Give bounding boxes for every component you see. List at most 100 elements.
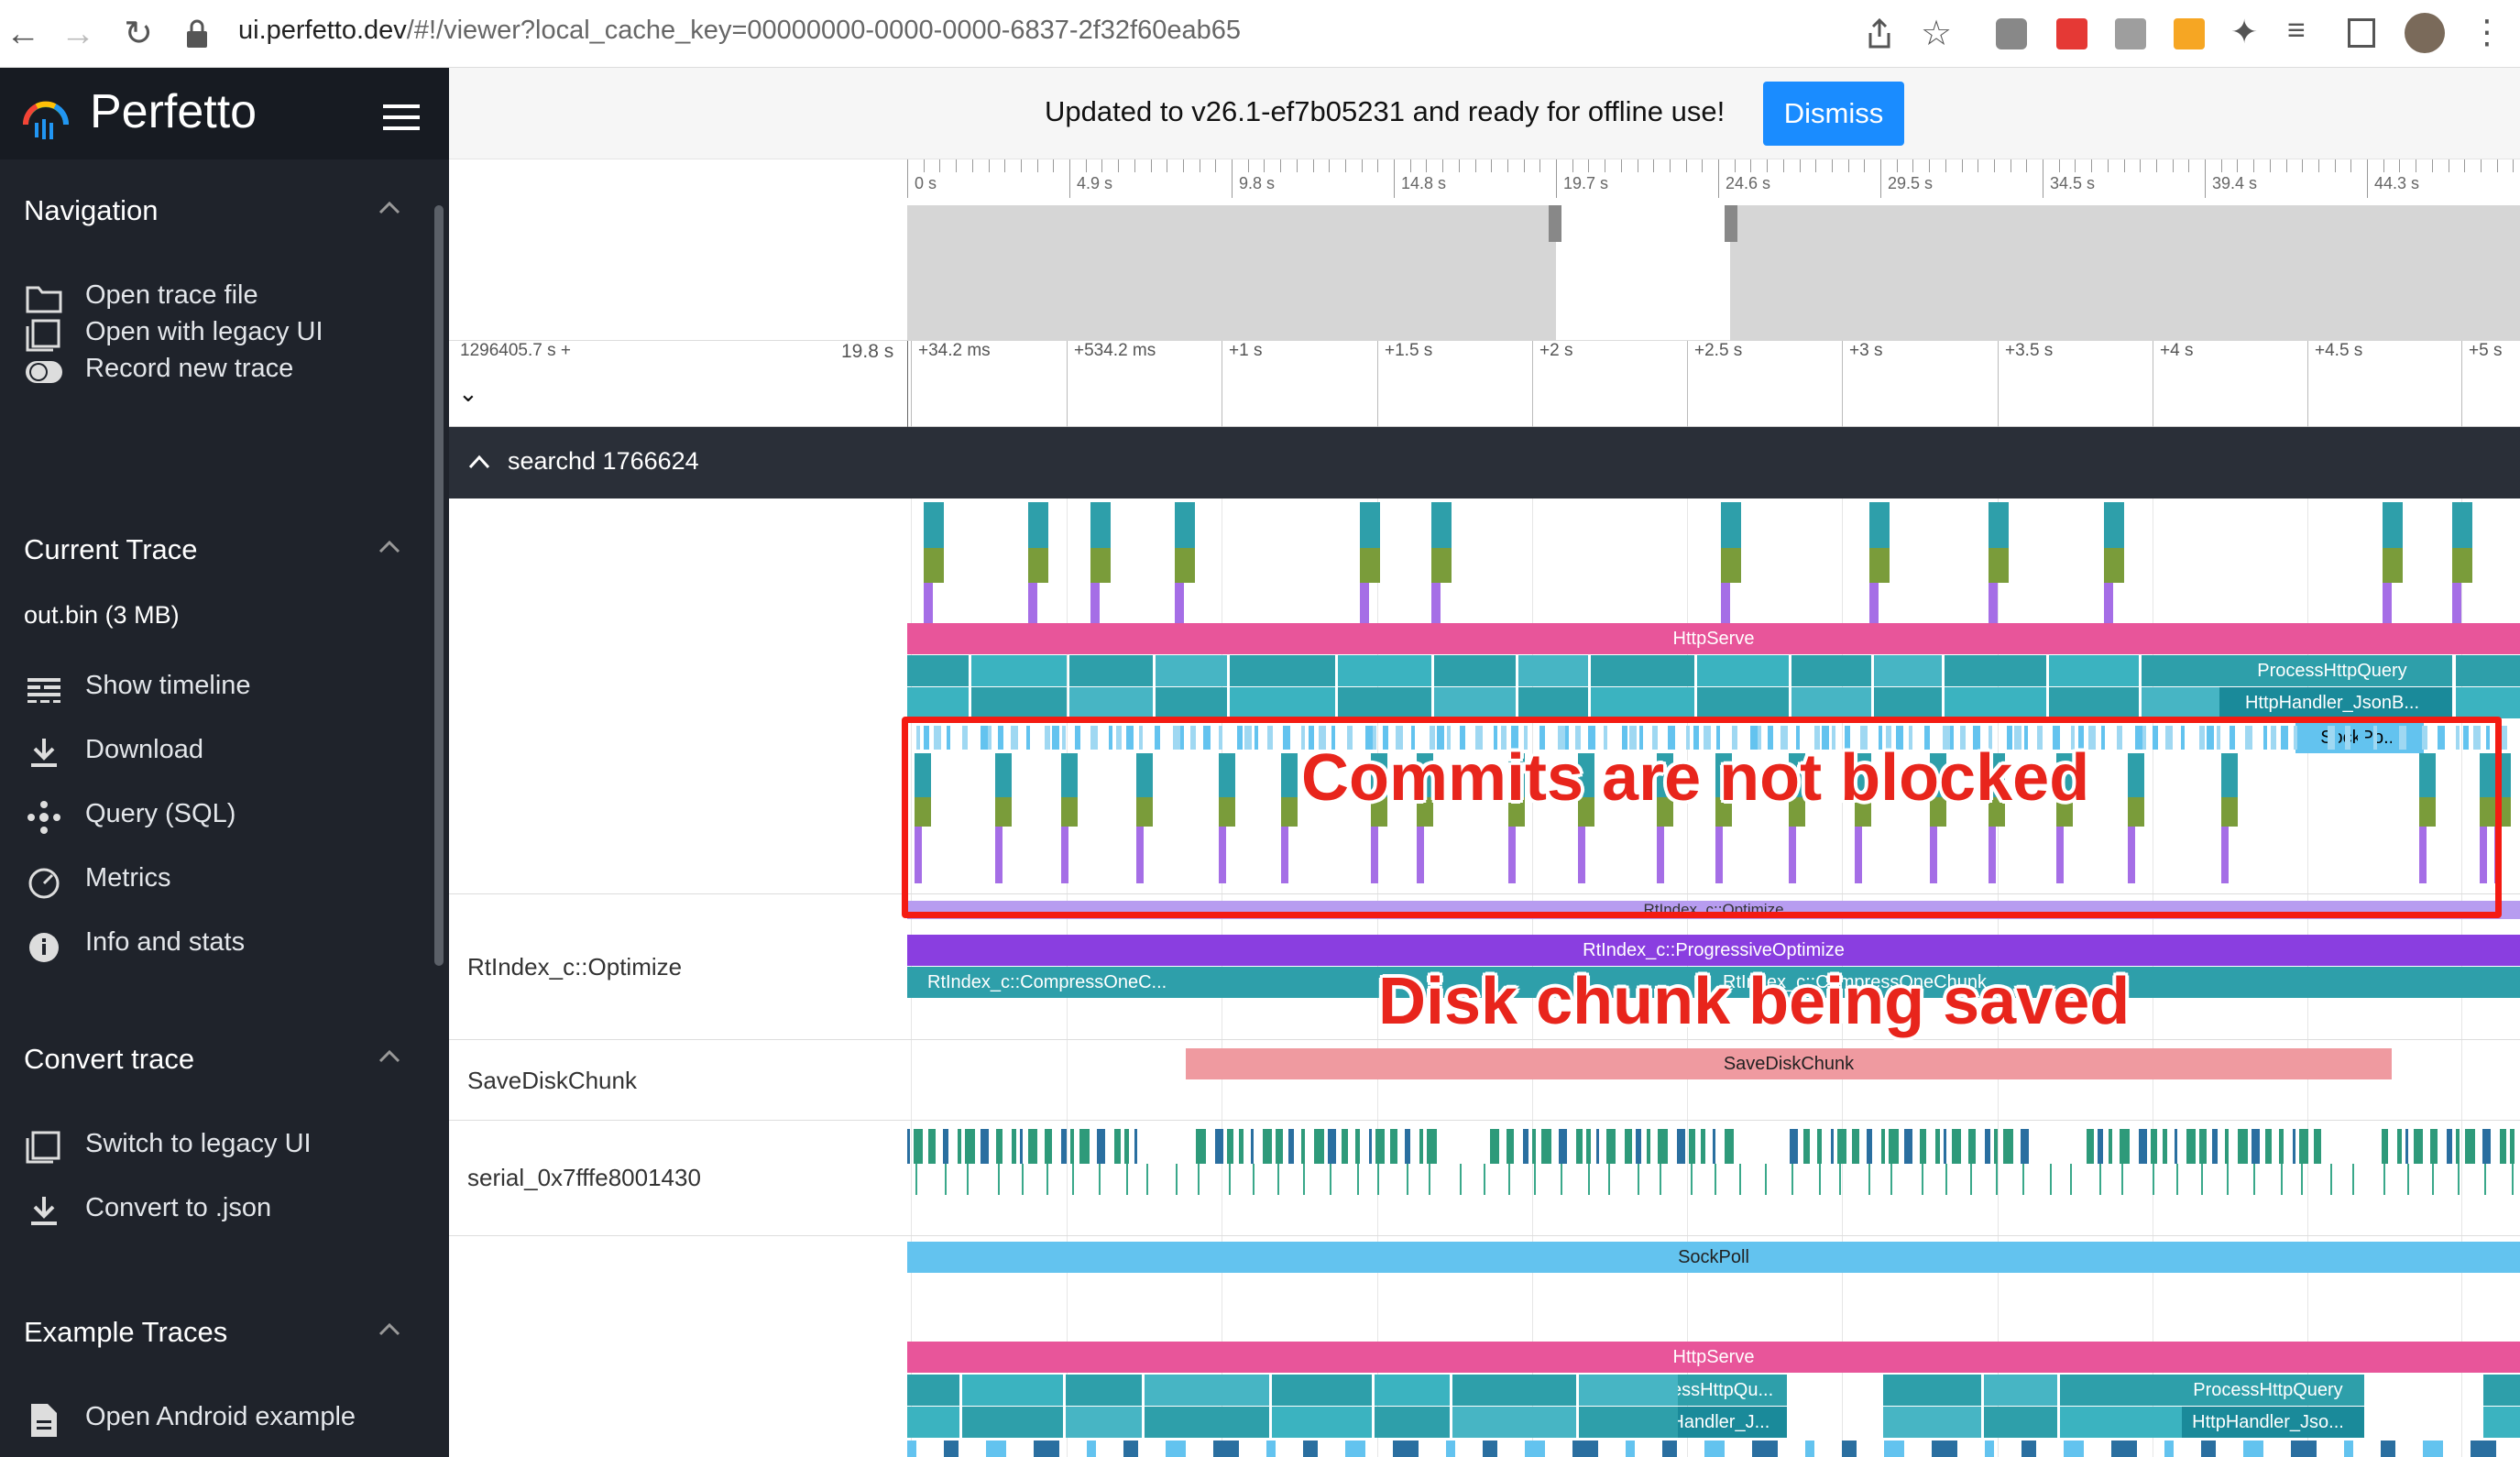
slice-sockpoll-mini[interactable] <box>1365 726 1373 750</box>
slice-serial[interactable] <box>1369 1129 1372 1164</box>
slice-process-row[interactable] <box>2049 655 2139 686</box>
slice-process-row[interactable] <box>1591 655 1694 686</box>
slice-serial[interactable] <box>2175 1129 2177 1164</box>
overview-handle-left[interactable] <box>1549 205 1561 242</box>
slice-sockpoll-mini[interactable] <box>1267 726 1273 750</box>
slice-serial[interactable] <box>1803 1129 1810 1164</box>
slice-serial[interactable] <box>1427 1129 1437 1164</box>
slice-compress-one-chunk-2[interactable]: RtIndex_c::CompressOneChunk <box>1189 967 2520 998</box>
slice-sockpoll-mini[interactable] <box>2486 726 2490 750</box>
slice-serial[interactable] <box>2293 1129 2295 1164</box>
slice-sockpoll-mini[interactable] <box>1411 726 1415 750</box>
slice-sockpoll-mini[interactable] <box>1437 726 1444 750</box>
slice-serial-tick[interactable] <box>1072 1164 1074 1195</box>
slice-serial[interactable] <box>2482 1129 2491 1164</box>
slice-commit[interactable] <box>1219 797 1235 827</box>
slice-sockpoll-mini[interactable] <box>1750 726 1758 750</box>
slice-sockpoll-row-2[interactable] <box>1213 1441 1239 1457</box>
slice-serial[interactable] <box>1134 1129 1137 1164</box>
slice-serial[interactable] <box>965 1129 975 1164</box>
slice-sockpoll-row-2[interactable] <box>2471 1441 2496 1457</box>
slice-commit-stack[interactable] <box>2104 502 2124 548</box>
slice-serial-tick[interactable] <box>2176 1164 2178 1195</box>
chevron-up-icon[interactable] <box>378 1318 401 1342</box>
slice-serial[interactable] <box>1713 1129 1715 1164</box>
slice-sockpoll-row-2[interactable] <box>2021 1441 2036 1457</box>
slice-commit[interactable] <box>1789 753 1805 797</box>
slice-sockpoll-mini[interactable] <box>2037 726 2043 750</box>
slice-process-row-2[interactable] <box>1272 1375 1372 1406</box>
slice-sockpoll-mini[interactable] <box>2207 726 2214 750</box>
slice-sockpoll-mini[interactable] <box>1758 726 1761 750</box>
slice-httpserve-2[interactable]: HttpServe <box>907 1342 2520 1373</box>
slice-sockpoll-mini[interactable] <box>2135 726 2142 750</box>
slice-serial-tick[interactable] <box>2022 1164 2024 1195</box>
slice-sockpoll-mini[interactable] <box>1704 726 1711 750</box>
slice-serial[interactable] <box>1790 1129 1798 1164</box>
slice-sockpoll-row-2[interactable] <box>907 1441 916 1457</box>
slice-sockpoll-row-2[interactable] <box>2381 1441 2395 1457</box>
slice-serial-tick[interactable] <box>2070 1164 2072 1195</box>
slice-sockpoll-mini[interactable] <box>1716 726 1720 750</box>
slice-serial[interactable] <box>1952 1129 1961 1164</box>
slice-serial[interactable] <box>981 1129 989 1164</box>
slice-commit[interactable] <box>1371 797 1387 827</box>
slice-sockpoll-mini[interactable] <box>1494 726 1497 750</box>
slice-sockpoll-mini[interactable] <box>924 726 929 750</box>
slice-handler-row-2[interactable] <box>1883 1407 1981 1438</box>
slice-process-row-2[interactable] <box>1984 1375 2057 1406</box>
slice-commit-stack[interactable] <box>1721 583 1730 623</box>
slice-serial[interactable] <box>1288 1129 1294 1164</box>
slice-serial[interactable] <box>2163 1129 2167 1164</box>
slice-handler-row-2[interactable] <box>2060 1407 2182 1438</box>
slice-serial-tick[interactable] <box>1484 1164 1485 1195</box>
slice-commit[interactable] <box>1417 827 1424 883</box>
slice-serial[interactable] <box>1889 1129 1899 1164</box>
section-title-convert-trace[interactable]: Convert trace <box>24 1043 195 1075</box>
slice-sockpoll-mini[interactable] <box>2053 726 2060 750</box>
slice-sockpoll-mini[interactable] <box>2165 726 2173 750</box>
slice-serial[interactable] <box>1920 1129 1926 1164</box>
slice-commit[interactable] <box>1578 797 1594 827</box>
slice-sockpoll-mini[interactable] <box>2024 726 2028 750</box>
slice-serial[interactable] <box>1994 1129 1998 1164</box>
slice-serial[interactable] <box>1227 1129 1233 1164</box>
slice-commit[interactable] <box>1281 827 1288 883</box>
slice-serial[interactable] <box>2430 1129 2438 1164</box>
slice-commit[interactable] <box>1508 797 1525 827</box>
slice-serial[interactable] <box>1725 1129 1734 1164</box>
slice-sockpoll-mini[interactable] <box>2088 726 2096 750</box>
slice-serial[interactable] <box>1852 1129 1859 1164</box>
slice-savediskchunk[interactable]: SaveDiskChunk <box>1186 1048 2392 1079</box>
slice-serial[interactable] <box>2279 1129 2284 1164</box>
slice-sockpoll-mini[interactable] <box>1896 726 1903 750</box>
slice-commit[interactable] <box>2480 753 2496 797</box>
slice-handler-row-2[interactable] <box>1375 1407 1450 1438</box>
slice-process-row[interactable] <box>1434 655 1516 686</box>
slice-serial-tick[interactable] <box>2458 1164 2460 1195</box>
slice-serial[interactable] <box>2397 1129 2402 1164</box>
slice-process-row[interactable] <box>1518 655 1588 686</box>
slice-commit[interactable] <box>915 827 922 883</box>
slice-serial-tick[interactable] <box>2383 1164 2385 1195</box>
slice-serial-tick[interactable] <box>2432 1164 2434 1195</box>
slice-serial-tick[interactable] <box>2512 1164 2514 1195</box>
slice-serial[interactable] <box>1985 1129 1990 1164</box>
slice-serial[interactable] <box>2003 1129 2013 1164</box>
slice-serial[interactable] <box>1689 1129 1695 1164</box>
slice-commit[interactable] <box>1061 827 1068 883</box>
slice-serial-tick[interactable] <box>1253 1164 1255 1195</box>
slice-serial[interactable] <box>1944 1129 1946 1164</box>
slice-serial[interactable] <box>1881 1129 1885 1164</box>
slice-commit-stack[interactable] <box>1360 502 1380 548</box>
section-title-example-traces[interactable]: Example Traces <box>24 1316 228 1348</box>
slice-commit[interactable] <box>2480 797 2496 827</box>
slice-process-row-2[interactable] <box>2060 1375 2182 1406</box>
slice-sockpoll-mini[interactable] <box>1383 726 1388 750</box>
slice-commit-stack[interactable] <box>1721 502 1741 548</box>
slice-serial-tick[interactable] <box>1660 1164 1661 1195</box>
slice-handler-row-2[interactable] <box>1579 1407 1678 1438</box>
slice-commit[interactable] <box>1219 753 1235 797</box>
slice-process-row-2[interactable] <box>2483 1375 2520 1406</box>
slice-sockpoll-mini[interactable] <box>1822 726 1829 750</box>
